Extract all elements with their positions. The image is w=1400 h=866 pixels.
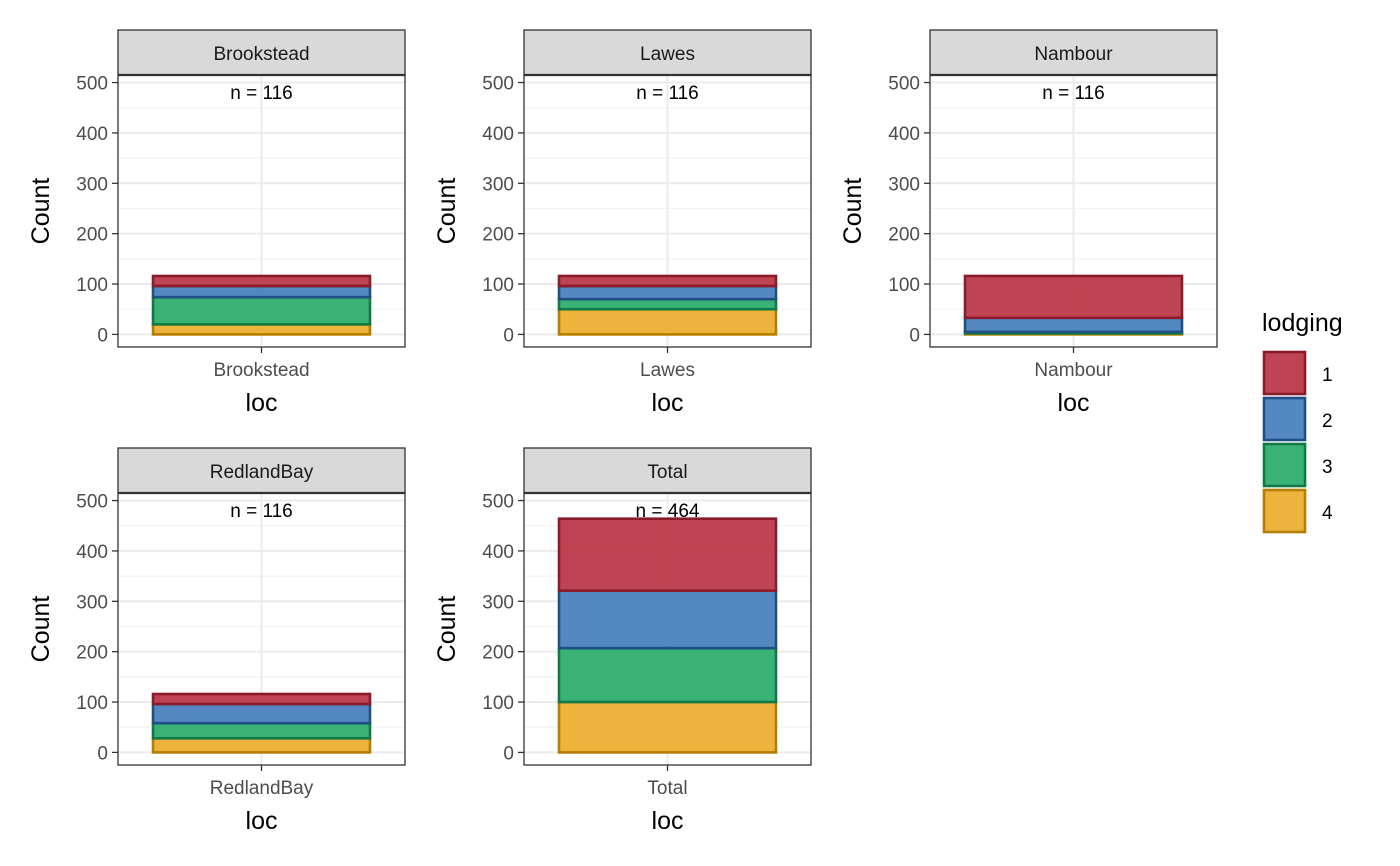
y-tick-label: 500: [888, 74, 920, 95]
y-tick-label: 100: [76, 693, 108, 714]
y-tick-label: 100: [482, 275, 514, 296]
facet-strip: [523, 29, 812, 76]
y-tick-label: 100: [76, 275, 108, 296]
bar-segment-lodging-2: [557, 589, 778, 650]
legend-key-2: [1262, 396, 1307, 442]
facet-panel-total: n = 464 Total 0 100 200 300 400 500 Total loc Coun…: [433, 447, 812, 835]
y-axis-title: Count: [433, 596, 461, 663]
n-label: n = 464: [636, 501, 700, 522]
y-tick-label: 0: [909, 325, 920, 346]
y-tick-label: 300: [76, 592, 108, 613]
bar-segment-lodging-3: [151, 295, 372, 326]
facet-panel-brookstead: n = 116 Brookstead 0 100 200 300 400 500 Brookst…: [27, 29, 406, 417]
y-tick-label: 0: [97, 743, 108, 764]
legend-key-3: [1262, 442, 1307, 488]
bar-segment-lodging-4: [151, 737, 372, 754]
legend-label-4: 4: [1322, 503, 1333, 524]
bar-segment-lodging-4: [151, 323, 372, 336]
bar-segment-lodging-1: [557, 274, 778, 288]
facet-panel-nambour: n = 116 Nambour 0 100 200 300 400 500 Nambour loc…: [839, 29, 1218, 417]
y-tick-label: 100: [482, 693, 514, 714]
y-tick-label: 200: [888, 225, 920, 246]
bar-segment-lodging-1: [963, 274, 1184, 320]
y-axis-title: Count: [27, 596, 55, 663]
x-axis-title: loc: [652, 807, 684, 835]
y-tick-label: 400: [888, 124, 920, 145]
bar-segment-lodging-3: [557, 297, 778, 311]
x-axis-title: loc: [246, 807, 278, 835]
bar-segment-lodging-3: [151, 721, 372, 740]
y-tick-label: 300: [482, 592, 514, 613]
bar-segment-lodging-2: [151, 702, 372, 725]
y-tick-label: 500: [76, 74, 108, 95]
bar-segment-lodging-1: [151, 274, 372, 288]
x-axis-title: loc: [1058, 389, 1090, 417]
y-tick-label: 0: [503, 325, 514, 346]
legend-label-1: 1: [1322, 365, 1333, 386]
legend: lodging 1 2 3 4: [1262, 309, 1343, 534]
y-tick-label: 500: [76, 492, 108, 513]
y-tick-label: 400: [482, 542, 514, 563]
n-label: n = 116: [1042, 83, 1105, 104]
legend-title: lodging: [1262, 309, 1343, 337]
legend-key-1: [1262, 350, 1307, 396]
y-tick-label: 300: [482, 174, 514, 195]
x-tick-label: Nambour: [1034, 360, 1113, 381]
facet-strip: [117, 447, 406, 494]
x-tick-label: Lawes: [640, 360, 695, 381]
y-tick-label: 100: [888, 275, 920, 296]
n-label: n = 116: [230, 83, 293, 104]
y-tick-label: 500: [482, 492, 514, 513]
bar-segment-lodging-2: [557, 284, 778, 301]
bar-segment-lodging-4: [557, 700, 778, 754]
y-tick-label: 300: [888, 174, 920, 195]
y-tick-label: 400: [76, 124, 108, 145]
y-tick-label: 300: [76, 174, 108, 195]
bar-segment-lodging-1: [557, 517, 778, 593]
n-label: n = 116: [230, 501, 293, 522]
x-axis-title: loc: [246, 389, 278, 417]
facet-panel-lawes: n = 116 Lawes 0 100 200 300 400 500 Lawes loc Coun…: [433, 29, 812, 417]
facet-strip: [929, 29, 1218, 76]
y-tick-label: 200: [76, 643, 108, 664]
y-axis-title: Count: [433, 178, 461, 245]
facet-strip: [117, 29, 406, 76]
y-tick-label: 400: [482, 124, 514, 145]
strip-label: Nambour: [1034, 44, 1113, 65]
y-tick-label: 400: [76, 542, 108, 563]
y-tick-label: 500: [482, 74, 514, 95]
y-tick-label: 200: [482, 643, 514, 664]
y-tick-label: 200: [76, 225, 108, 246]
strip-label: Total: [647, 462, 687, 483]
strip-label: Brookstead: [213, 44, 309, 65]
legend-key-4: [1262, 488, 1307, 534]
y-tick-label: 200: [482, 225, 514, 246]
bar-segment-lodging-4: [557, 307, 778, 336]
bar-segment-lodging-3: [557, 646, 778, 704]
bar-segment-lodging-2: [963, 316, 1184, 334]
x-tick-label: Total: [647, 778, 687, 799]
strip-label: RedlandBay: [210, 462, 314, 483]
y-tick-label: 0: [503, 743, 514, 764]
x-tick-label: RedlandBay: [210, 778, 314, 799]
legend-label-3: 3: [1322, 457, 1333, 478]
y-axis-title: Count: [839, 178, 867, 245]
x-tick-label: Brookstead: [213, 360, 309, 381]
facet-panel-redlandbay: n = 116 RedlandBay 0 100 200 300 400 500 Redland…: [27, 447, 406, 835]
strip-label: Lawes: [640, 44, 695, 65]
y-axis-title: Count: [27, 178, 55, 245]
bar-segment-lodging-1: [151, 692, 372, 706]
n-label: n = 116: [636, 83, 699, 104]
bar-segment-lodging-2: [151, 284, 372, 299]
y-tick-label: 0: [97, 325, 108, 346]
x-axis-title: loc: [652, 389, 684, 417]
legend-label-2: 2: [1322, 411, 1333, 432]
